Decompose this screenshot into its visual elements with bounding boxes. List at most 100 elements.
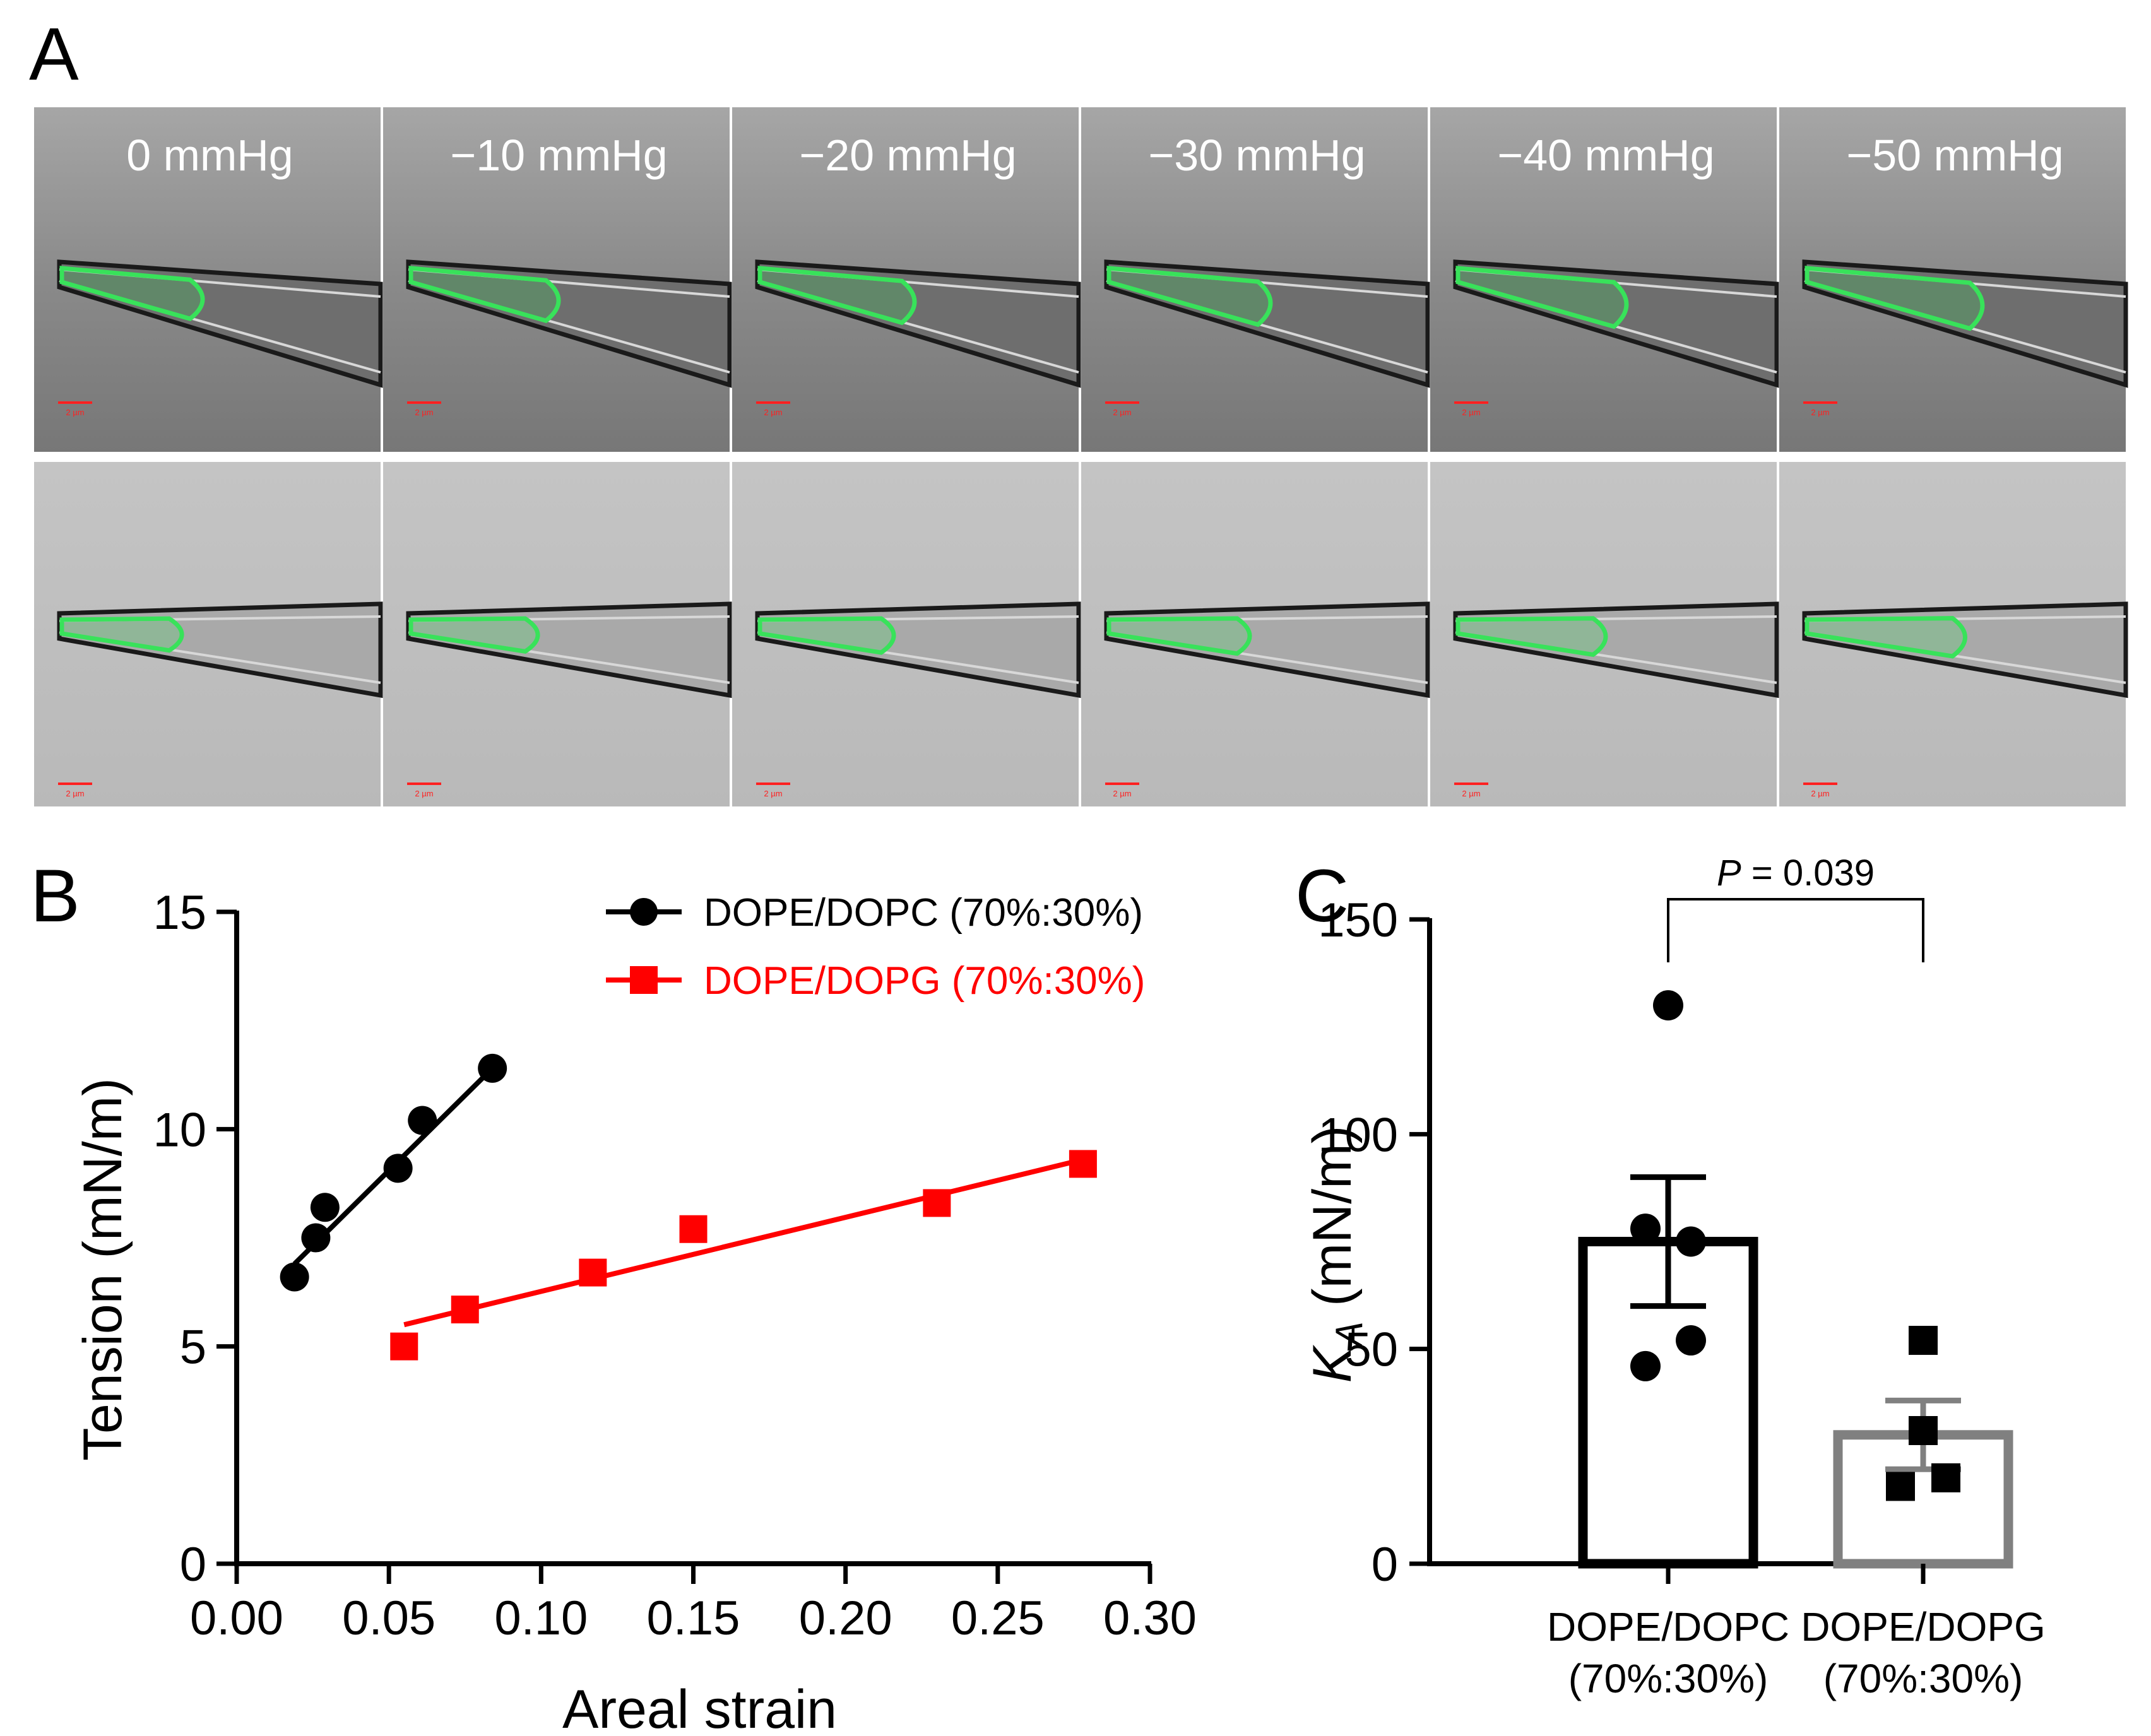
- scale-bar-label: 2 µm: [1462, 789, 1480, 798]
- data-point: [310, 1193, 340, 1222]
- pressure-label: −40 mmHg: [1497, 131, 1714, 180]
- panel-b-label: B: [30, 854, 80, 938]
- data-point: [1069, 1150, 1097, 1178]
- micrograph-tile: 2 µm: [34, 462, 383, 806]
- y-tick-label: 100: [1318, 1108, 1398, 1162]
- pressure-label: −30 mmHg: [1148, 131, 1365, 180]
- panel-a-label: A: [29, 13, 79, 96]
- y-tick-label: 0: [1372, 1538, 1398, 1591]
- pipette-body: [1802, 601, 2128, 699]
- legend-label: DOPE/DOPC (70%:30%): [704, 891, 1143, 935]
- category-label: DOPE/DOPC: [1547, 1604, 1789, 1650]
- data-point: [1886, 1472, 1915, 1501]
- legend-marker: [630, 966, 658, 994]
- pipette-body: [1802, 259, 2128, 388]
- membrane-tongue: [1106, 616, 1252, 656]
- y-axis-title: Tension (mN/m): [73, 1078, 133, 1461]
- pipette-body: [406, 601, 732, 699]
- y-axis-title-subscript: A: [1328, 1321, 1370, 1349]
- significance-bracket: [1667, 898, 1924, 962]
- micrograph-grid: 2 µm 0 mmHg 2 µm −10 mmHg 2 µm −20 mmHg 2 µm −3…: [34, 107, 2128, 806]
- micrograph-tile: 2 µm: [1081, 462, 1430, 806]
- bar-group: DOPE/DOPG (70%:30%): [1801, 1326, 2046, 1701]
- pipette-body: [1104, 601, 1430, 699]
- scale-bar-label: 2 µm: [1811, 789, 1829, 798]
- scale-bar-label: 2 µm: [1811, 408, 1829, 417]
- p-value-text: = 0.039: [1741, 853, 1875, 894]
- y-axis-title: KA (mN/m): [1302, 1126, 1370, 1383]
- x-tick-label: 0.15: [647, 1591, 740, 1645]
- pipette-body: [1453, 601, 1779, 699]
- membrane-tongue: [59, 266, 205, 322]
- membrane-tongue: [408, 266, 561, 324]
- pressure-label: 0 mmHg: [126, 131, 293, 180]
- data-point: [579, 1258, 607, 1287]
- data-point: [679, 1215, 708, 1243]
- panel-c-label: C: [1295, 854, 1349, 938]
- pipette-body: [1104, 259, 1430, 388]
- series-dopc: [280, 1053, 507, 1292]
- y-tick-label: 150: [1318, 894, 1398, 947]
- pressure-label: −50 mmHg: [1846, 131, 2063, 180]
- membrane-tongue: [1455, 616, 1608, 658]
- legend-label: DOPE/DOPG (70%:30%): [704, 959, 1145, 1003]
- data-point: [1676, 1226, 1706, 1257]
- y-axis-title-symbol: K: [1302, 1344, 1363, 1383]
- micrograph-tile: 2 µm 0 mmHg: [34, 107, 383, 452]
- y-tick-label: 50: [1344, 1323, 1398, 1377]
- data-point: [451, 1296, 479, 1324]
- x-axis-title: Areal strain: [562, 1679, 837, 1736]
- pressure-label: −20 mmHg: [799, 131, 1016, 180]
- category-label: DOPE/DOPG: [1801, 1604, 2046, 1650]
- scale-bar-label: 2 µm: [764, 789, 782, 798]
- y-tick-label: 5: [180, 1321, 206, 1374]
- y-tick-label: 0: [180, 1538, 206, 1591]
- category-label: (70%:30%): [1823, 1656, 2024, 1701]
- membrane-tongue: [59, 616, 184, 653]
- legend-entry: DOPE/DOPG (70%:30%): [606, 959, 1145, 1003]
- legend-marker: [630, 898, 658, 926]
- p-value-label: P = 0.039: [1717, 853, 1875, 894]
- scale-bar-label: 2 µm: [415, 789, 433, 798]
- data-point: [478, 1053, 507, 1083]
- scale-bar-label: 2 µm: [1113, 408, 1131, 417]
- micrograph-tile: 2 µm −40 mmHg: [1430, 107, 1779, 452]
- membrane-tongue: [757, 266, 917, 326]
- y-axis-title-units: (mN/m): [1302, 1126, 1363, 1321]
- scale-bar-label: 2 µm: [415, 408, 433, 417]
- bar-group: DOPE/DOPC (70%:30%): [1547, 990, 1789, 1701]
- membrane-tongue: [408, 616, 540, 654]
- data-point: [1630, 1213, 1661, 1244]
- data-point: [408, 1106, 437, 1135]
- data-point: [383, 1154, 413, 1183]
- data-point: [1909, 1326, 1938, 1355]
- micrograph-tile: 2 µm −30 mmHg: [1081, 107, 1430, 452]
- scale-bar-label: 2 µm: [1113, 789, 1131, 798]
- membrane-tongue: [1455, 266, 1629, 329]
- data-point: [1630, 1350, 1661, 1381]
- x-tick-label: 0.25: [951, 1591, 1045, 1645]
- fit-line: [403, 1157, 1084, 1328]
- micrograph-tile: 2 µm: [732, 462, 1081, 806]
- y-tick-label: 10: [153, 1103, 206, 1157]
- category-label: (70%:30%): [1568, 1656, 1769, 1701]
- data-point: [1653, 990, 1683, 1021]
- micrograph-tile: 2 µm: [1430, 462, 1779, 806]
- data-point: [923, 1189, 951, 1217]
- data-point: [301, 1223, 331, 1253]
- legend-entry: DOPE/DOPC (70%:30%): [606, 891, 1143, 935]
- membrane-tongue: [757, 616, 896, 655]
- pipette-body: [57, 601, 383, 699]
- pipette-body: [755, 259, 1081, 388]
- micrograph-tile: 2 µm −50 mmHg: [1779, 107, 2128, 452]
- scale-bar-label: 2 µm: [66, 408, 84, 417]
- pressure-label: −10 mmHg: [450, 131, 667, 180]
- micrograph-tile: 2 µm: [1779, 462, 2128, 806]
- scale-bar-label: 2 µm: [764, 408, 782, 417]
- pipette-body: [755, 601, 1081, 699]
- x-tick-label: 0.00: [190, 1591, 283, 1645]
- pipette-body: [57, 259, 383, 388]
- micrograph-tile: 2 µm −10 mmHg: [383, 107, 732, 452]
